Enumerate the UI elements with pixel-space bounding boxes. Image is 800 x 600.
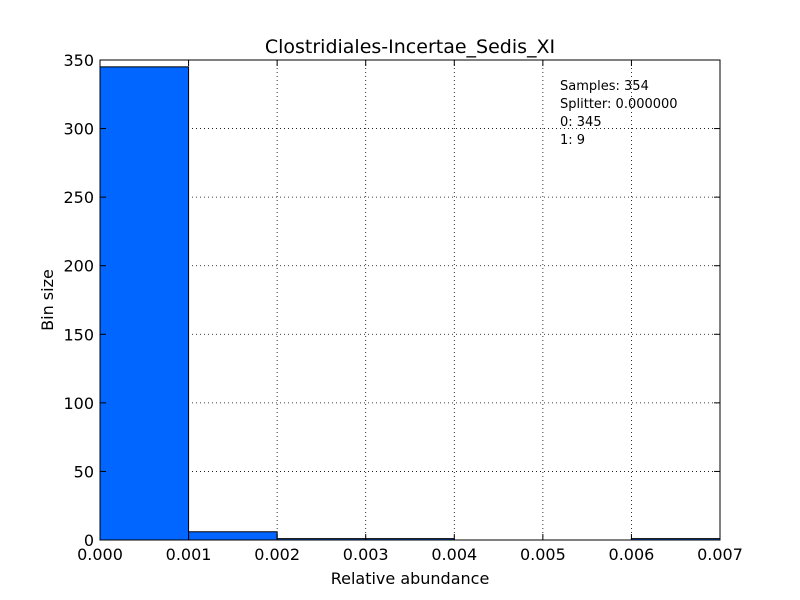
y-tick-label: 250: [63, 188, 94, 207]
y-tick-label: 50: [74, 462, 94, 481]
annotation-line: 1: 9: [560, 133, 585, 148]
chart-title: Clostridiales-Incertae_Sedis_XI: [265, 36, 555, 58]
x-tick-label: 0.006: [609, 545, 655, 564]
histogram-bar: [99, 66, 190, 541]
x-tick-label: 0.004: [431, 545, 477, 564]
x-axis-label: Relative abundance: [331, 569, 490, 588]
x-tick-label: 0.000: [77, 545, 123, 564]
y-tick-label: 100: [63, 394, 94, 413]
annotation-line: 0: 345: [560, 115, 602, 130]
y-tick-label: 0: [84, 531, 94, 550]
stats-annotation: Samples: 354 Splitter: 0.000000 0: 345 1: 9: [560, 79, 678, 148]
y-tick-label: 300: [63, 120, 94, 139]
x-axis-ticks: 0.000 0.001 0.002 0.003 0.004 0.005 0.006 0.007: [77, 60, 743, 564]
grid-lines: [100, 60, 720, 540]
annotation-line: Splitter: 0.000000: [560, 97, 678, 112]
x-tick-label: 0.003: [343, 545, 389, 564]
x-tick-label: 0.002: [254, 545, 300, 564]
plot-frame: [99, 59, 721, 541]
x-tick-label: 0.007: [697, 545, 743, 564]
x-tick-label: 0.005: [520, 545, 566, 564]
y-tick-label: 350: [63, 51, 94, 70]
y-tick-label: 200: [63, 257, 94, 276]
y-tick-label: 150: [63, 325, 94, 344]
annotation-line: Samples: 354: [560, 79, 649, 94]
y-axis-ticks: 0 50 100 150 200 250 300 350: [63, 51, 720, 550]
histogram-bar: [188, 531, 278, 541]
bars-group: [99, 66, 721, 541]
y-axis-label: Bin size: [38, 269, 57, 331]
x-tick-label: 0.001: [166, 545, 212, 564]
